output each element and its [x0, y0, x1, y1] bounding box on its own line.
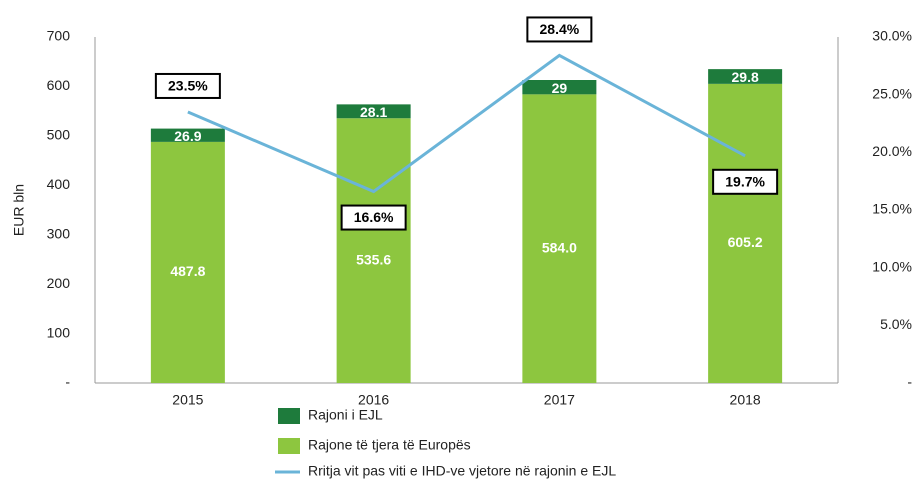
bar-segment: [522, 94, 597, 383]
y-tick-label: 700: [47, 28, 71, 44]
bar-segment: [708, 83, 783, 384]
line-value-label: 23.5%: [168, 78, 208, 94]
bar-segment: [522, 80, 597, 95]
legend-swatch: [278, 438, 300, 454]
y-tick-label: 200: [47, 275, 71, 291]
x-tick-label: 2016: [358, 392, 389, 408]
line-label-box: [526, 16, 593, 43]
bar-value-label: 26.9: [174, 128, 201, 144]
y2-tick-label: 20.0%: [872, 143, 912, 159]
line-value-label: 19.7%: [725, 173, 765, 189]
legend-label: Rajoni i EJL: [308, 407, 383, 423]
legend-swatch: [278, 408, 300, 424]
y2-tick-label: 10.0%: [872, 258, 912, 274]
bar-value-label: 487.8: [170, 263, 205, 279]
line: [187, 53, 746, 194]
line-label-box: [712, 168, 779, 195]
legend-label: Rajone të tjera të Europës: [308, 437, 471, 453]
y-tick-label: 300: [47, 225, 71, 241]
y-tick-label: 600: [47, 77, 71, 93]
y-axis-label: EUR bln: [11, 184, 27, 236]
bar-value-label: 29: [552, 80, 568, 96]
y2-tick-label: 25.0%: [872, 85, 912, 101]
bar-segment: [708, 69, 783, 84]
legend-label: Rritja vit pas viti e IHD-ve vjetore në …: [308, 463, 616, 479]
y2-tick-label: 5.0%: [880, 316, 912, 332]
y2-tick-label: 15.0%: [872, 201, 912, 217]
line-label-box: [340, 204, 407, 231]
bar-segment: [150, 128, 225, 142]
bar-segment: [150, 141, 225, 383]
y-tick-label: 500: [47, 127, 71, 143]
line-label-box: [154, 72, 221, 99]
x-tick-label: 2017: [544, 392, 575, 408]
line-value-label: 16.6%: [354, 209, 394, 225]
y-tick-label: 100: [47, 324, 71, 340]
y-tick-label: 400: [47, 176, 71, 192]
bar-value-label: 29.8: [732, 69, 759, 85]
y2-tick-label: 30.0%: [872, 28, 912, 44]
bar-segment: [336, 104, 411, 119]
bar-value-label: 535.6: [356, 251, 391, 267]
y2-tick-label: -: [907, 374, 912, 390]
line-value-label: 28.4%: [540, 21, 580, 37]
x-tick-label: 2015: [172, 392, 203, 408]
y-tick-label: -: [65, 374, 70, 390]
bar-value-label: 605.2: [728, 234, 763, 250]
bar-segment: [336, 118, 411, 384]
x-tick-label: 2018: [730, 392, 761, 408]
bar-value-label: 28.1: [360, 104, 387, 120]
bar-value-label: 584.0: [542, 239, 577, 255]
